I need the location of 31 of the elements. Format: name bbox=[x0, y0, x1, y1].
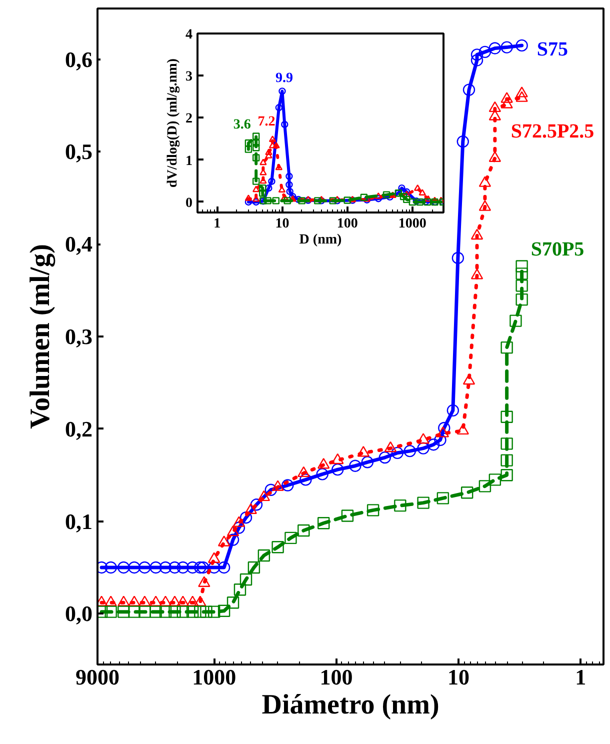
x-tick-label: 1 bbox=[575, 664, 586, 690]
y-tick-label: 0,1 bbox=[65, 508, 92, 534]
series-label: S75 bbox=[536, 38, 568, 60]
annotation: 7.2 bbox=[258, 114, 276, 130]
y-tick-label: 0,6 bbox=[65, 46, 92, 72]
series-label: S72.5P2.5 bbox=[510, 120, 594, 143]
x-axis-title: D (nm) bbox=[299, 232, 342, 248]
x-tick-label: 100 bbox=[336, 216, 358, 232]
y-tick-label: 3 bbox=[186, 70, 192, 85]
y-tick-label: 0,4 bbox=[65, 232, 92, 257]
y-axis-title: dV/dlog(D) (ml/g.nm) bbox=[166, 58, 180, 188]
annotation: 3.6 bbox=[233, 117, 251, 132]
y-axis-title: Volumen (ml/g) bbox=[25, 244, 56, 429]
x-axis-title: Diámetro (nm) bbox=[262, 690, 440, 720]
series-label: S70P5 bbox=[530, 238, 584, 260]
x-tick-label: 100 bbox=[320, 664, 353, 690]
y-tick-label: 0,0 bbox=[65, 601, 92, 626]
y-tick-label: 0 bbox=[186, 196, 192, 211]
x-tick-label: 10 bbox=[275, 216, 290, 232]
x-tick-label: 9000 bbox=[76, 664, 120, 690]
x-tick-label: 1 bbox=[214, 216, 221, 232]
y-tick-label: 2 bbox=[186, 112, 192, 127]
x-tick-label: 1000 bbox=[398, 216, 426, 232]
annotation: 9.9 bbox=[275, 71, 293, 86]
x-tick-label: 10 bbox=[447, 664, 470, 690]
y-tick-label: 0,2 bbox=[65, 416, 92, 442]
y-tick-label: 0,5 bbox=[65, 139, 92, 164]
y-tick-label: 4 bbox=[186, 28, 192, 42]
x-tick-label: 1000 bbox=[192, 664, 236, 690]
y-tick-label: 1 bbox=[186, 154, 192, 169]
y-tick-label: 0,3 bbox=[65, 324, 92, 349]
